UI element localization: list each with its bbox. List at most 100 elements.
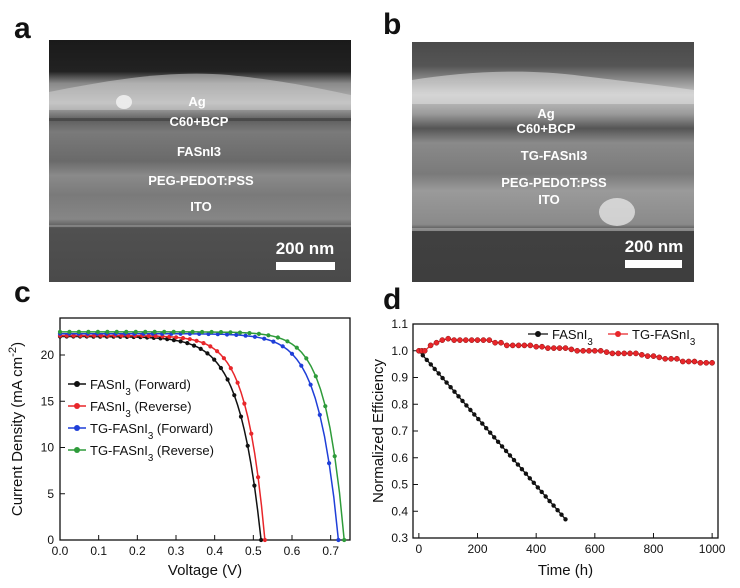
data-point: [627, 350, 633, 357]
data-point: [433, 339, 440, 346]
data-point: [262, 336, 267, 341]
data-point: [252, 483, 257, 488]
data-point: [436, 371, 441, 376]
data-point: [440, 375, 445, 381]
data-point: [451, 337, 457, 343]
data-point: [468, 407, 473, 413]
data-point: [457, 337, 463, 343]
sem-a-label-ito: ITO: [190, 199, 211, 214]
data-point: [57, 329, 63, 334]
data-point: [86, 329, 91, 334]
data-point: [266, 333, 271, 338]
legend-label: FASnI3: [552, 327, 593, 348]
data-point: [162, 329, 167, 334]
data-point: [76, 329, 81, 334]
data-point: [697, 359, 704, 366]
data-point: [285, 339, 290, 344]
data-point: [218, 330, 224, 335]
data-point: [242, 401, 247, 406]
legend-marker: [74, 381, 80, 387]
y-tick-label: 1.1: [391, 317, 408, 331]
plot-frame: [412, 323, 719, 539]
data-point: [98, 333, 104, 338]
sem-b-label-pedot: PEG-PEDOT:PSS: [501, 175, 607, 190]
data-point: [492, 339, 498, 346]
series-line-tgfasni3: [418, 338, 713, 364]
x-tick-label: 1000: [699, 542, 726, 556]
data-point: [259, 537, 264, 543]
data-point: [452, 389, 457, 394]
y-tick-label: 0.7: [391, 424, 408, 438]
data-point: [556, 345, 563, 351]
legend-label: FASnI3 (Reverse): [90, 399, 192, 420]
data-point: [124, 329, 129, 334]
data-point: [234, 332, 239, 337]
y-axis-label: Current Density (mA cm-2): [7, 342, 26, 516]
data-point: [568, 346, 575, 353]
sem-a-scale-label: 200 nm: [276, 239, 335, 258]
sem-b-scale-bar: [625, 260, 682, 268]
data-point: [503, 342, 510, 349]
data-point: [650, 353, 657, 359]
data-point: [289, 351, 295, 356]
data-point: [609, 350, 616, 357]
data-point: [105, 329, 110, 334]
data-point: [421, 347, 428, 354]
x-tick-label: 200: [468, 542, 488, 556]
data-point: [238, 414, 244, 419]
x-tick-label: 400: [526, 542, 546, 556]
data-point: [486, 337, 493, 343]
data-point: [256, 475, 261, 480]
data-point: [67, 329, 72, 334]
x-tick-label: 600: [585, 542, 605, 556]
data-point: [499, 444, 505, 449]
data-point: [185, 341, 190, 346]
data-point: [228, 366, 233, 371]
data-point: [507, 453, 513, 458]
data-point: [313, 374, 318, 379]
data-point: [535, 485, 540, 490]
data-point: [550, 345, 557, 351]
sem-a-label-ag: Ag: [188, 94, 205, 109]
data-point: [308, 382, 313, 387]
data-point: [215, 349, 220, 354]
sem-b-label-tgfasni3: TG-FASnI3: [521, 148, 587, 163]
panel-b-letter: b: [383, 8, 402, 41]
data-point: [191, 343, 197, 348]
data-point: [275, 335, 280, 340]
sem-b-label-c60: C60+BCP: [517, 121, 576, 136]
data-point: [547, 498, 552, 504]
y-tick-label: 0: [47, 533, 54, 547]
data-point: [615, 350, 622, 357]
data-point: [488, 430, 493, 435]
data-point: [209, 329, 214, 335]
data-point: [323, 404, 328, 409]
x-tick-label: 0.3: [168, 544, 185, 558]
data-point: [332, 454, 337, 459]
data-point: [474, 337, 481, 343]
data-point: [480, 421, 485, 426]
legend-marker: [535, 331, 541, 337]
x-tick-label: 0.0: [52, 544, 69, 558]
x-axis-label: Time (h): [538, 562, 593, 579]
data-point: [206, 331, 211, 337]
data-point: [591, 347, 598, 354]
y-tick-label: 0.8: [391, 397, 408, 411]
legend-marker: [74, 447, 80, 453]
data-point: [656, 354, 663, 361]
y-tick-label: 5: [47, 487, 54, 501]
data-point: [428, 362, 433, 367]
data-point: [245, 443, 250, 448]
data-point: [509, 342, 516, 349]
data-point: [71, 333, 76, 338]
data-point: [200, 329, 205, 335]
data-point: [225, 377, 230, 382]
data-point: [317, 412, 322, 417]
x-tick-label: 0: [416, 542, 423, 556]
data-point: [243, 333, 248, 338]
data-point: [228, 330, 233, 335]
data-point: [638, 351, 645, 358]
data-point: [533, 343, 540, 350]
data-point: [174, 335, 179, 340]
data-point: [515, 462, 521, 467]
